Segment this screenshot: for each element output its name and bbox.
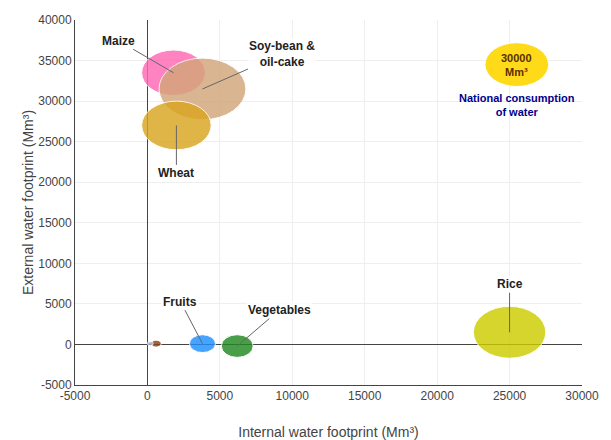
svg-text:30000: 30000 [565, 389, 599, 403]
svg-text:Fruits: Fruits [163, 295, 197, 309]
svg-text:Wheat: Wheat [158, 166, 194, 180]
svg-text:5000: 5000 [207, 389, 234, 403]
svg-text:Soy-bean &oil-cake: Soy-bean &oil-cake [249, 39, 315, 69]
svg-text:15000: 15000 [348, 389, 382, 403]
svg-text:25000: 25000 [38, 135, 72, 149]
svg-text:-5000: -5000 [41, 378, 72, 392]
svg-text:External water footprint (Mm³): External water footprint (Mm³) [20, 110, 36, 295]
svg-text:15000: 15000 [38, 216, 72, 230]
svg-text:0: 0 [65, 338, 72, 352]
svg-text:0: 0 [144, 389, 151, 403]
svg-text:20000: 20000 [38, 175, 72, 189]
svg-text:-5000: -5000 [60, 389, 91, 403]
svg-text:10000: 10000 [38, 257, 72, 271]
svg-text:30000: 30000 [38, 94, 72, 108]
svg-text:20000: 20000 [420, 389, 454, 403]
svg-text:25000: 25000 [493, 389, 527, 403]
svg-text:Maize: Maize [102, 34, 135, 48]
svg-text:30000Mm³: 30000Mm³ [501, 52, 532, 78]
svg-text:5000: 5000 [45, 297, 72, 311]
svg-text:National consumptionof water: National consumptionof water [459, 92, 575, 118]
svg-text:40000: 40000 [38, 13, 72, 27]
svg-text:10000: 10000 [276, 389, 310, 403]
svg-text:Internal water footprint (Mm³): Internal water footprint (Mm³) [238, 424, 419, 440]
svg-text:Rice: Rice [497, 277, 523, 291]
svg-text:Vegetables: Vegetables [248, 303, 311, 317]
svg-text:35000: 35000 [38, 54, 72, 68]
